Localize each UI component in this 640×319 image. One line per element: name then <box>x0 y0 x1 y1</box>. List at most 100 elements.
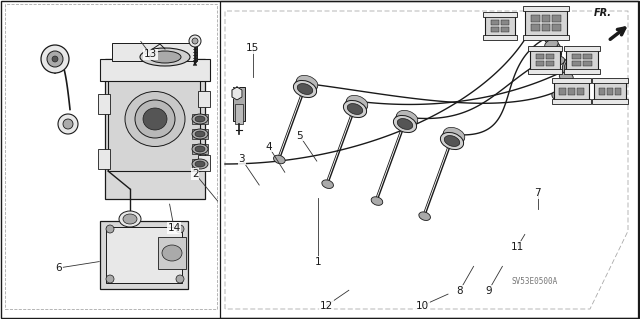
Ellipse shape <box>296 78 317 93</box>
Ellipse shape <box>293 80 317 98</box>
Bar <box>583 61 591 66</box>
Bar <box>105 59 205 199</box>
Bar <box>98 149 110 169</box>
Text: 10: 10 <box>416 300 429 311</box>
Ellipse shape <box>442 130 464 145</box>
Ellipse shape <box>397 119 413 130</box>
Bar <box>577 87 584 94</box>
Bar <box>192 159 208 169</box>
Bar <box>158 237 186 269</box>
Bar <box>536 61 544 66</box>
Ellipse shape <box>346 99 367 114</box>
Ellipse shape <box>542 26 554 44</box>
Bar <box>542 15 550 22</box>
Text: 3: 3 <box>239 154 245 165</box>
Text: FR.: FR. <box>594 8 612 18</box>
Ellipse shape <box>192 114 208 124</box>
Ellipse shape <box>396 112 417 127</box>
Ellipse shape <box>348 104 363 115</box>
Bar <box>192 114 208 124</box>
Ellipse shape <box>529 11 543 27</box>
Text: 1: 1 <box>315 256 321 267</box>
Text: 11: 11 <box>511 242 524 252</box>
Bar <box>523 35 569 40</box>
Text: 13: 13 <box>144 49 157 59</box>
Ellipse shape <box>559 72 573 81</box>
Ellipse shape <box>440 132 463 150</box>
Bar <box>572 61 581 66</box>
Bar <box>564 69 600 74</box>
Ellipse shape <box>550 42 562 60</box>
Ellipse shape <box>346 97 367 112</box>
Ellipse shape <box>396 114 417 129</box>
Ellipse shape <box>192 159 208 169</box>
Ellipse shape <box>135 100 175 138</box>
Circle shape <box>47 51 63 67</box>
Bar <box>546 54 554 59</box>
Bar <box>523 6 569 11</box>
Ellipse shape <box>296 75 318 91</box>
Bar <box>112 43 197 61</box>
Ellipse shape <box>322 180 333 189</box>
Bar <box>5 4 217 309</box>
Text: 15: 15 <box>246 43 259 53</box>
Bar <box>552 78 591 83</box>
Text: 8: 8 <box>456 286 463 296</box>
Ellipse shape <box>296 77 317 92</box>
Bar <box>491 20 499 25</box>
Ellipse shape <box>563 58 573 76</box>
Circle shape <box>192 38 198 44</box>
Ellipse shape <box>442 132 463 147</box>
Bar <box>528 69 562 74</box>
Bar <box>530 49 560 71</box>
Ellipse shape <box>123 214 137 224</box>
Bar <box>568 87 575 94</box>
Bar <box>566 49 598 71</box>
Bar <box>594 81 626 101</box>
Ellipse shape <box>552 92 565 101</box>
Bar <box>583 54 591 59</box>
Ellipse shape <box>162 245 182 261</box>
Bar <box>528 46 562 51</box>
Bar <box>599 87 605 94</box>
Text: 2: 2 <box>192 169 198 179</box>
Bar <box>564 46 600 51</box>
Ellipse shape <box>556 78 568 96</box>
Bar <box>552 24 561 31</box>
Text: 4: 4 <box>266 142 272 152</box>
Bar <box>501 27 509 32</box>
Bar <box>531 15 540 22</box>
Bar <box>554 81 589 101</box>
Ellipse shape <box>371 197 383 205</box>
Bar <box>525 9 567 37</box>
Circle shape <box>106 225 114 233</box>
Ellipse shape <box>347 95 368 111</box>
Ellipse shape <box>394 115 417 133</box>
Text: SV53E0500A: SV53E0500A <box>512 277 558 286</box>
Ellipse shape <box>195 116 205 122</box>
Text: 7: 7 <box>534 188 541 198</box>
Text: 5: 5 <box>296 130 303 141</box>
Bar <box>235 104 243 124</box>
Text: 6: 6 <box>56 263 62 273</box>
Ellipse shape <box>442 133 463 149</box>
Bar <box>572 54 581 59</box>
Ellipse shape <box>345 100 366 115</box>
Ellipse shape <box>544 29 552 41</box>
Ellipse shape <box>395 115 416 130</box>
Circle shape <box>41 45 69 73</box>
Ellipse shape <box>119 211 141 227</box>
Ellipse shape <box>419 212 431 220</box>
Bar <box>592 99 628 104</box>
Ellipse shape <box>397 110 418 126</box>
Bar <box>220 1 638 318</box>
Bar <box>198 155 210 171</box>
Text: 9: 9 <box>485 286 492 296</box>
Ellipse shape <box>444 127 465 143</box>
Bar <box>198 91 210 107</box>
Circle shape <box>63 119 73 129</box>
Ellipse shape <box>564 61 572 73</box>
Ellipse shape <box>298 84 313 94</box>
Ellipse shape <box>140 48 190 66</box>
Bar <box>100 221 188 289</box>
